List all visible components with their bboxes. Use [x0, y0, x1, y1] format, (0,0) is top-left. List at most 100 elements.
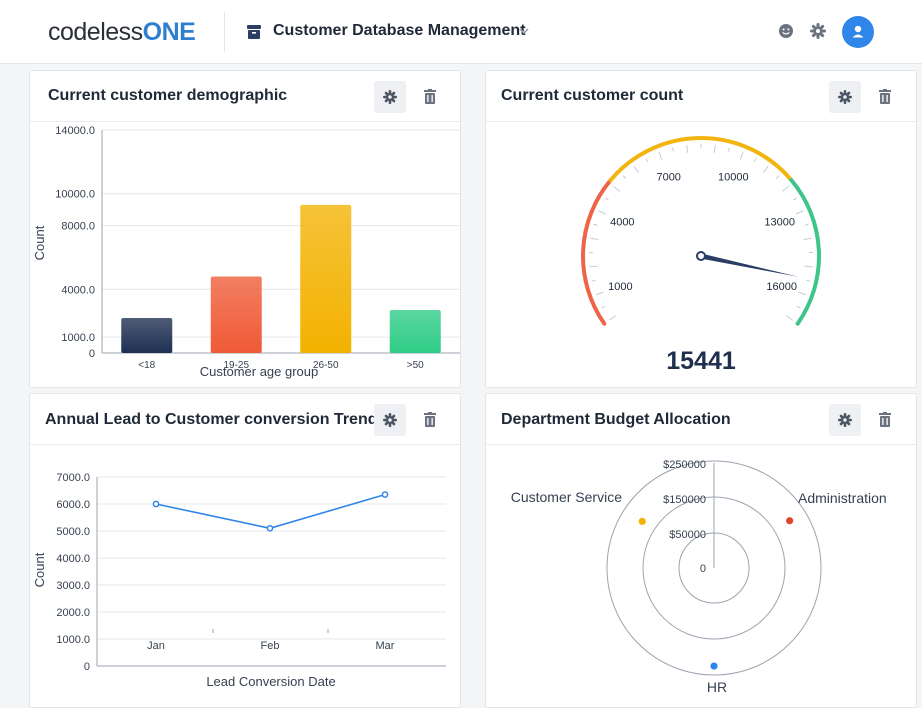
- trash-icon: [424, 412, 436, 427]
- y-tick-label: 4000.0: [56, 553, 90, 565]
- data-point-Mar: [381, 491, 389, 498]
- gauge-band-mid: [608, 136, 794, 183]
- x-axis-label: Lead Conversion Date: [206, 674, 335, 689]
- card-title: Current customer count: [501, 87, 684, 104]
- gauge-tick: [633, 165, 640, 173]
- user-icon: [852, 25, 864, 38]
- gauge-tick: [793, 197, 798, 201]
- gear-icon: [383, 413, 397, 427]
- y-tick-label: 5000.0: [56, 526, 90, 538]
- line-chart: 0 1000.0 2000.0 3000.0 4000.0 5000.0 6000.0 700…: [32, 472, 446, 689]
- gauge-tick: [645, 158, 649, 163]
- gauge-tick: [762, 165, 769, 173]
- bar-26-50: [300, 204, 352, 353]
- gauge-tick: [806, 279, 811, 282]
- polar-ring-label: $150000: [663, 494, 706, 506]
- app-title[interactable]: Customer Database Management: [273, 22, 526, 39]
- x-tick-label: 19-25: [223, 360, 249, 371]
- gauge-tick: [589, 265, 598, 268]
- gauge-tick-label: 13000: [764, 216, 795, 228]
- card-header: Current customer demographic: [30, 71, 460, 122]
- polar-ring-label: $250000: [663, 459, 706, 471]
- app-logo[interactable]: codelessONE: [48, 17, 196, 47]
- customer-count-card: Current customer count 1000 4000 7000 10000…: [485, 70, 917, 388]
- card-header: Current customer count: [486, 71, 916, 122]
- gauge-tick: [782, 185, 789, 192]
- conversion-trend-card: Annual Lead to Customer conversion Trend…: [29, 393, 461, 708]
- chevron-down-icon[interactable]: [518, 25, 530, 37]
- gauge-tick: [803, 237, 812, 241]
- card-delete-button[interactable]: [414, 404, 446, 436]
- bar-19-25: [210, 276, 262, 353]
- gauge-tick: [798, 291, 807, 296]
- top-bar: codelessONE Customer Database Management: [0, 0, 922, 64]
- x-tick-label: 26-50: [313, 360, 339, 371]
- gauge-tick: [590, 237, 599, 241]
- y-axis-label: Count: [32, 552, 47, 587]
- gear-icon: [383, 90, 397, 104]
- gauge-tick: [775, 175, 780, 179]
- polar-point-1: [785, 516, 795, 526]
- header-divider: [224, 12, 225, 52]
- gauge-tick: [658, 152, 663, 160]
- polar-ring: [606, 460, 822, 676]
- gauge-tick-label: 10000: [718, 171, 749, 183]
- gauge-tick: [713, 144, 716, 153]
- y-tick-label: 4000.0: [61, 284, 95, 296]
- bar-chart: 0 1000.0 4000.0 8000.0 10000.0 14000.0 <18 19-2…: [32, 125, 460, 379]
- x-tick-label: <18: [138, 360, 155, 371]
- card-delete-button[interactable]: [869, 81, 901, 113]
- y-tick-label: 2000.0: [56, 607, 90, 619]
- card-delete-button[interactable]: [869, 404, 901, 436]
- gauge-tick: [796, 305, 801, 309]
- polar-point-2: [709, 661, 719, 671]
- card-settings-button[interactable]: [829, 404, 861, 436]
- gear-icon[interactable]: [810, 23, 826, 39]
- card-settings-button[interactable]: [374, 81, 406, 113]
- gear-icon: [838, 90, 852, 104]
- box-icon: [247, 25, 261, 39]
- smiley-icon[interactable]: [778, 23, 794, 39]
- gauge-chart: 1000 4000 7000 10000 13000 16000 15441: [581, 136, 821, 375]
- polar-point-0: [637, 516, 647, 526]
- x-tick-label: Feb: [261, 640, 280, 652]
- card-header: Department Budget Allocation: [486, 394, 916, 445]
- gauge-tick: [785, 315, 794, 321]
- card-settings-button[interactable]: [374, 404, 406, 436]
- card-settings-button[interactable]: [829, 81, 861, 113]
- y-tick-label: 8000.0: [61, 221, 95, 233]
- y-axis-label: Count: [32, 225, 47, 260]
- gauge-tick: [804, 265, 813, 268]
- card-title: Annual Lead to Customer conversion Trend: [45, 411, 378, 428]
- gauge-tick: [727, 147, 730, 152]
- polar-point-label: Customer Service: [511, 489, 622, 505]
- gauge-tick: [672, 147, 675, 152]
- y-tick-label: 3000.0: [56, 580, 90, 592]
- gauge-tick: [686, 144, 689, 153]
- y-tick-label: 1000.0: [61, 332, 95, 344]
- gauge-tick: [608, 315, 617, 321]
- gauge-band-high: [789, 178, 821, 326]
- card-title: Current customer demographic: [48, 87, 288, 104]
- gauge-tick: [804, 223, 809, 226]
- x-tick-label: >50: [407, 360, 424, 371]
- data-point-Feb: [266, 524, 274, 532]
- x-tick-label: Jan: [147, 640, 165, 652]
- y-tick-label: 7000.0: [56, 472, 90, 484]
- y-tick-label: 14000.0: [55, 125, 95, 137]
- gauge-tick-label: 1000: [608, 281, 632, 293]
- y-tick-label: 6000.0: [56, 499, 90, 511]
- budget-allocation-card: Department Budget Allocation 0 $50000 $150…: [485, 393, 917, 708]
- y-tick-label: 0: [89, 348, 95, 360]
- trash-icon: [424, 89, 436, 104]
- logo-text-part2: ONE: [142, 18, 196, 46]
- card-delete-button[interactable]: [414, 81, 446, 113]
- gauge-tick: [622, 175, 627, 179]
- gauge-tick: [601, 305, 606, 309]
- gauge-tick: [593, 223, 598, 226]
- x-axis-label: Customer age group: [200, 364, 319, 379]
- logo-text-part1: codeless: [48, 18, 143, 46]
- gauge-value: 15441: [666, 347, 736, 375]
- card-title: Department Budget Allocation: [501, 411, 731, 428]
- avatar[interactable]: [842, 16, 874, 48]
